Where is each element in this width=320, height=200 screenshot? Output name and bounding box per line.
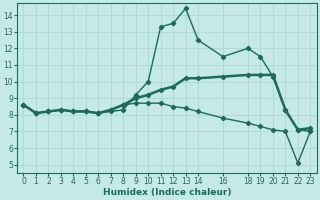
X-axis label: Humidex (Indice chaleur): Humidex (Indice chaleur) (103, 188, 231, 197)
